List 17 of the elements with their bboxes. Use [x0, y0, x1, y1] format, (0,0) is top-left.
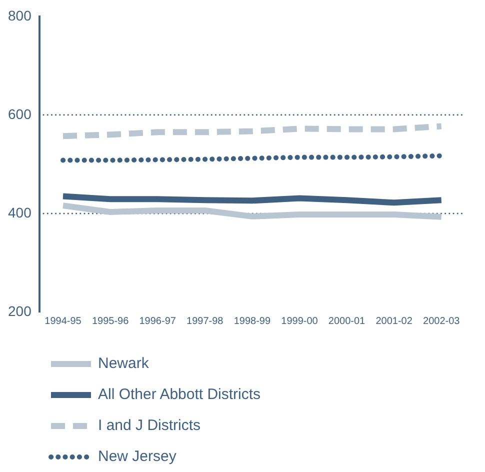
x-tick-label: 1999-00: [281, 316, 318, 327]
x-tick-label: 2002-03: [423, 316, 460, 327]
x-tick-label: 2000-01: [328, 316, 366, 327]
x-tick-label: 2001-02: [376, 316, 413, 327]
y-tick-label: 800: [8, 7, 32, 24]
y-tick-label: 200: [8, 302, 32, 319]
legend-label: All Other Abbott Districts: [98, 386, 261, 403]
x-tick-label: 1997-98: [186, 316, 224, 327]
x-tick-label: 1995-96: [92, 316, 130, 327]
x-tick-label: 1996-97: [139, 316, 176, 327]
x-tick-label: 1994-95: [44, 316, 82, 327]
x-tick-label: 1998-99: [234, 316, 271, 327]
y-tick-label: 600: [8, 106, 32, 122]
legend-label: New Jersey: [98, 448, 176, 465]
legend-label: I and J Districts: [98, 417, 201, 434]
legend-label: Newark: [98, 355, 149, 372]
y-tick-label: 400: [8, 204, 32, 220]
